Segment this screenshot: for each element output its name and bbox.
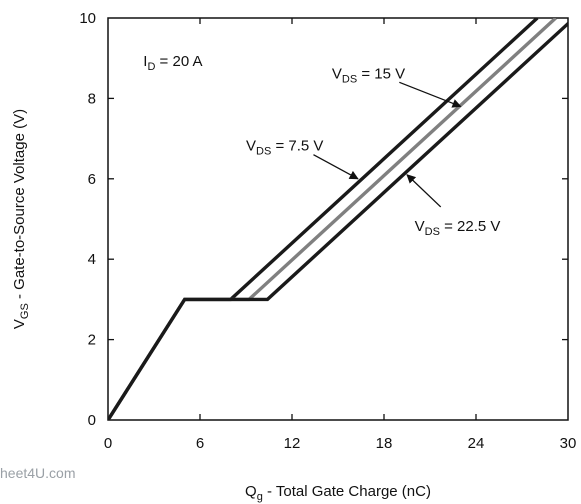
- annotation-vds225: VDS = 22.5 V: [415, 218, 501, 238]
- y-tick-label: 10: [79, 10, 96, 27]
- annotation-arrow-vds75: [313, 154, 359, 180]
- y-tick-label: 2: [88, 332, 96, 349]
- y-tick-label: 4: [88, 251, 96, 268]
- series-line-3: [108, 21, 568, 420]
- watermark: heet4U.com: [0, 465, 76, 481]
- x-tick-label: 30: [560, 435, 577, 452]
- plot-frame: [107, 17, 569, 421]
- annotation-vds75: VDS = 7.5 V: [246, 138, 323, 158]
- y-axis-label: VGS - Gate-to-Source Voltage (V): [11, 109, 31, 329]
- x-axis-label: Qg - Total Gate Charge (nC): [245, 483, 431, 503]
- annotation-vds15: VDS = 15 V: [332, 65, 405, 85]
- x-tick-label: 0: [104, 435, 112, 452]
- annotation-arrow-vds15: [399, 81, 462, 108]
- x-tick-label: 6: [196, 435, 204, 452]
- y-tick-label: 8: [88, 90, 96, 107]
- y-tick-label: 0: [88, 412, 96, 429]
- annotation-arrow-vds225: [406, 174, 442, 208]
- y-tick-label: 6: [88, 171, 96, 188]
- x-tick-label: 12: [284, 435, 301, 452]
- x-tick-label: 24: [468, 435, 485, 452]
- x-tick-label: 18: [376, 435, 393, 452]
- annotation-id: ID = 20 A: [143, 53, 202, 73]
